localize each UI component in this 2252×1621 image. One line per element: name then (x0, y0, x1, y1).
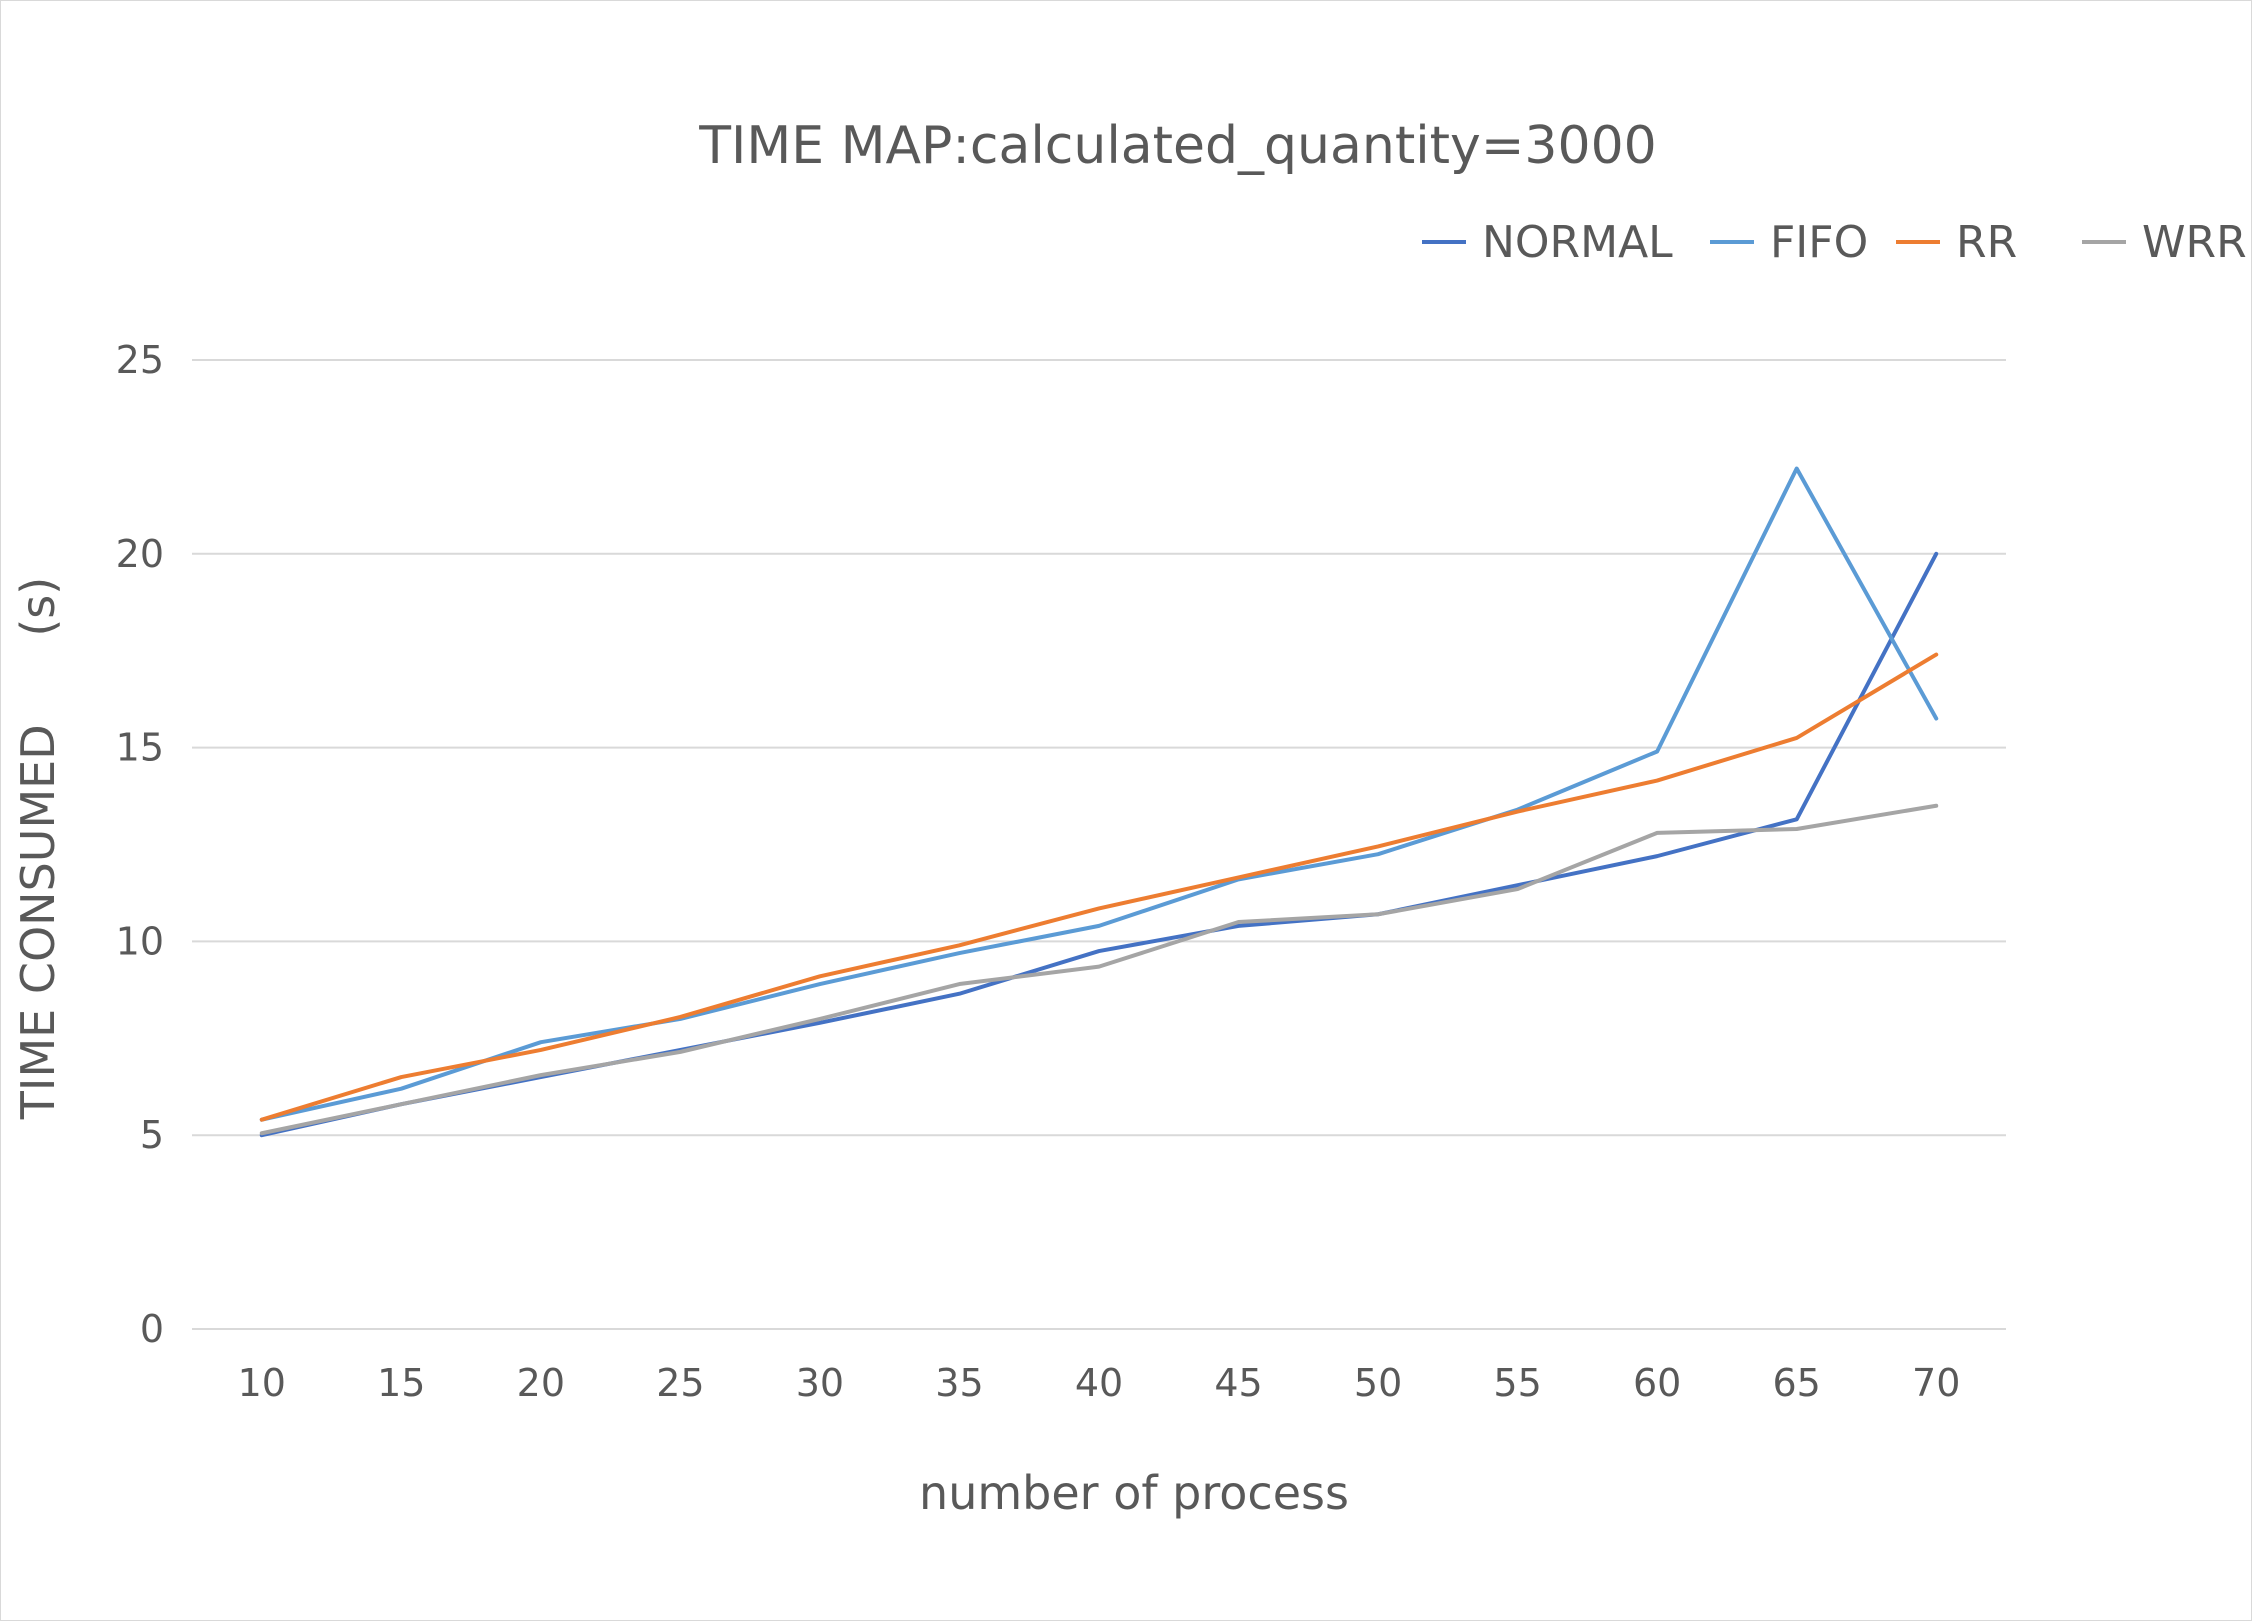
x-tick-label: 70 (1912, 1361, 1960, 1405)
x-tick-label: 40 (1075, 1361, 1123, 1405)
y-tick-label: 10 (116, 919, 164, 963)
x-tick-label: 20 (517, 1361, 565, 1405)
series-normal (259, 551, 1939, 1138)
legend-item-normal: NORMAL (1422, 217, 1673, 268)
series-rr (259, 652, 1939, 1122)
legend-label: FIFO (1770, 217, 1868, 268)
legend-item-rr: RR (1896, 217, 2017, 268)
legend-label: NORMAL (1482, 217, 1673, 268)
series-fifo (259, 466, 1939, 1122)
y-tick-label: 20 (116, 532, 164, 576)
y-axis-title: TIME CONSUMED (s) (11, 577, 65, 1120)
x-tick-label: 15 (377, 1361, 425, 1405)
gridlines (192, 359, 2006, 1330)
legend-item-fifo: FIFO (1710, 217, 1868, 268)
y-axis-ticks: 0 5 10 15 20 25 (116, 338, 164, 1351)
x-axis-ticks: 10 15 20 25 30 35 40 45 50 55 60 65 70 (238, 1361, 1961, 1405)
y-tick-label: 15 (116, 726, 164, 770)
legend-label: WRR (2142, 217, 2247, 268)
x-tick-label: 30 (796, 1361, 844, 1405)
y-tick-label: 5 (140, 1113, 164, 1157)
series-line-normal (259, 551, 1939, 1138)
legend-item-wrr: WRR (2082, 217, 2247, 268)
x-tick-label: 55 (1493, 1361, 1541, 1405)
x-tick-label: 65 (1773, 1361, 1821, 1405)
x-tick-label: 25 (656, 1361, 704, 1405)
x-tick-label: 50 (1354, 1361, 1402, 1405)
x-axis-title: number of process (919, 1466, 1349, 1520)
x-tick-label: 10 (238, 1361, 286, 1405)
x-tick-label: 35 (935, 1361, 983, 1405)
series-line-fifo (259, 466, 1939, 1122)
x-tick-label: 45 (1214, 1361, 1262, 1405)
legend-label: RR (1956, 217, 2017, 268)
chart-title: TIME MAP:calculated_quantity=3000 (698, 116, 1657, 176)
x-tick-label: 60 (1633, 1361, 1681, 1405)
series-lines (259, 466, 1939, 1138)
series-wrr (259, 803, 1939, 1136)
legend: NORMAL FIFO RR WRR (1422, 217, 2247, 268)
y-tick-label: 0 (140, 1307, 164, 1351)
y-tick-label: 25 (116, 338, 164, 382)
